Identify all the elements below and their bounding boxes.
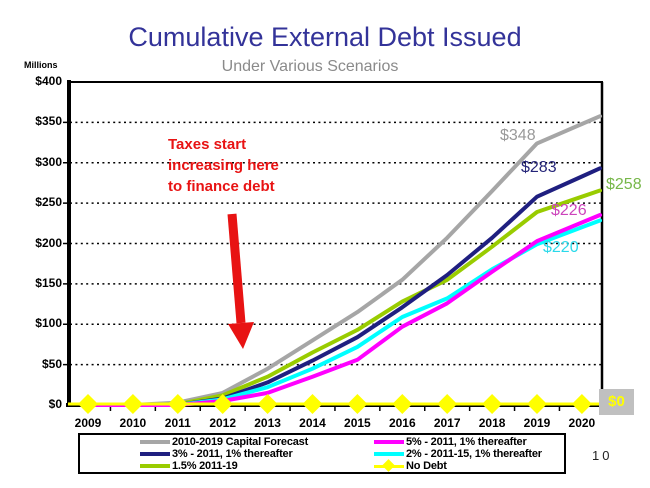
no-debt-diamond-2009: [78, 394, 98, 414]
legend-swatch-5: [374, 458, 404, 472]
no-debt-diamond-2019: [527, 394, 547, 414]
y-axis-label-300: $300: [35, 154, 62, 169]
annotation-arrow-head: [228, 322, 254, 349]
legend-swatch-1: [140, 451, 170, 456]
no-debt-diamond-2018: [482, 394, 503, 414]
y-axis-label-250: $250: [35, 195, 62, 210]
data-label-1-5pct: $258: [606, 176, 642, 193]
x-axis-label-2016: 2016: [388, 416, 416, 430]
legend-diamond-marker: [382, 458, 395, 472]
chart-title: Cumulative External Debt Issued: [128, 22, 522, 52]
y-axis-label-200: $200: [35, 235, 62, 250]
y-axis-label-0: $0: [48, 397, 62, 411]
legend-label-2: 1.5% 2011-19: [172, 459, 238, 472]
series-line-1: [86, 166, 602, 407]
y-axis-label-100: $100: [35, 316, 62, 331]
no-debt-diamond-2014: [302, 394, 323, 414]
x-axis-label-2017: 2017: [433, 416, 461, 430]
x-axis-label-2015: 2015: [344, 416, 371, 430]
y-axis-label-150: $150: [35, 275, 62, 290]
legend-label-3: 5% - 2011, 1% thereafter: [406, 435, 527, 448]
legend-item-5: No Debt: [374, 458, 542, 472]
no-debt-diamond-2015: [347, 394, 368, 414]
data-label-capital-forecast: $348: [500, 127, 536, 144]
data-label-no-debt: $0: [599, 389, 634, 415]
legend-column-1: 2010-2019 Capital Forecast 3% - 2011, 1% …: [80, 435, 372, 472]
legend-label-1: 3% - 2011, 1% thereafter: [172, 447, 293, 460]
x-axis-label-2019: 2019: [523, 416, 551, 430]
no-debt-diamond-2010: [122, 394, 143, 414]
annotation-taxes-note: Taxes start increasing here to finance d…: [168, 136, 279, 195]
no-debt-diamond-2012: [212, 394, 233, 414]
x-axis-label-2011: 2011: [164, 416, 191, 430]
y-axis-unit-label: Millions: [24, 60, 58, 70]
legend-column-2: 5% - 2011, 1% thereafter 2% - 2011-15, 1%…: [372, 435, 542, 472]
series-line-2: [86, 188, 602, 407]
legend-item-4: 2% - 2011-15, 1% thereafter: [374, 448, 542, 460]
legend-item-1: 3% - 2011, 1% thereafter: [140, 448, 372, 460]
series-line-3: [86, 213, 602, 407]
data-label-3pct: $283: [521, 159, 557, 176]
chart-subtitle: Under Various Scenarios: [221, 58, 399, 75]
no-debt-diamond-2011: [167, 394, 188, 414]
x-axis-label-2012: 2012: [209, 416, 237, 430]
legend-label-4: 2% - 2011-15, 1% thereafter: [406, 447, 542, 460]
y-axis-label-50: $50: [41, 356, 62, 371]
x-axis-label-2009: 2009: [74, 416, 102, 430]
annotation-arrow-shaft: [227, 213, 246, 324]
legend-label-0: 2010-2019 Capital Forecast: [172, 435, 309, 448]
x-axis-label-2013: 2013: [254, 416, 281, 430]
data-label-5pct: $226: [551, 202, 587, 219]
chart-legend: 2010-2019 Capital Forecast 3% - 2011, 1% …: [78, 433, 566, 474]
legend-swatch-0: [140, 439, 170, 444]
x-axis-label-2014: 2014: [299, 416, 326, 430]
legend-swatch-4: [374, 451, 404, 456]
page-number: 10: [592, 448, 613, 463]
x-axis-label-2020: 2020: [568, 416, 596, 430]
legend-swatch-3: [374, 439, 404, 444]
no-debt-diamond-2013: [257, 394, 278, 414]
legend-item-3: 5% - 2011, 1% thereafter: [374, 436, 542, 448]
no-debt-diamond-2017: [437, 394, 458, 414]
legend-item-2: 1.5% 2011-19: [140, 460, 372, 472]
legend-label-5: No Debt: [406, 459, 447, 472]
data-label-2pct: $220: [543, 239, 579, 256]
x-axis-label-2018: 2018: [478, 416, 506, 430]
no-debt-diamond-2020: [571, 394, 592, 414]
y-axis-label-350: $350: [35, 114, 62, 129]
y-axis-label-400: $400: [35, 74, 62, 88]
x-axis-label-2010: 2010: [119, 416, 147, 430]
no-debt-diamond-2016: [392, 394, 413, 414]
legend-swatch-2: [140, 463, 170, 468]
legend-item-0: 2010-2019 Capital Forecast: [140, 436, 372, 448]
